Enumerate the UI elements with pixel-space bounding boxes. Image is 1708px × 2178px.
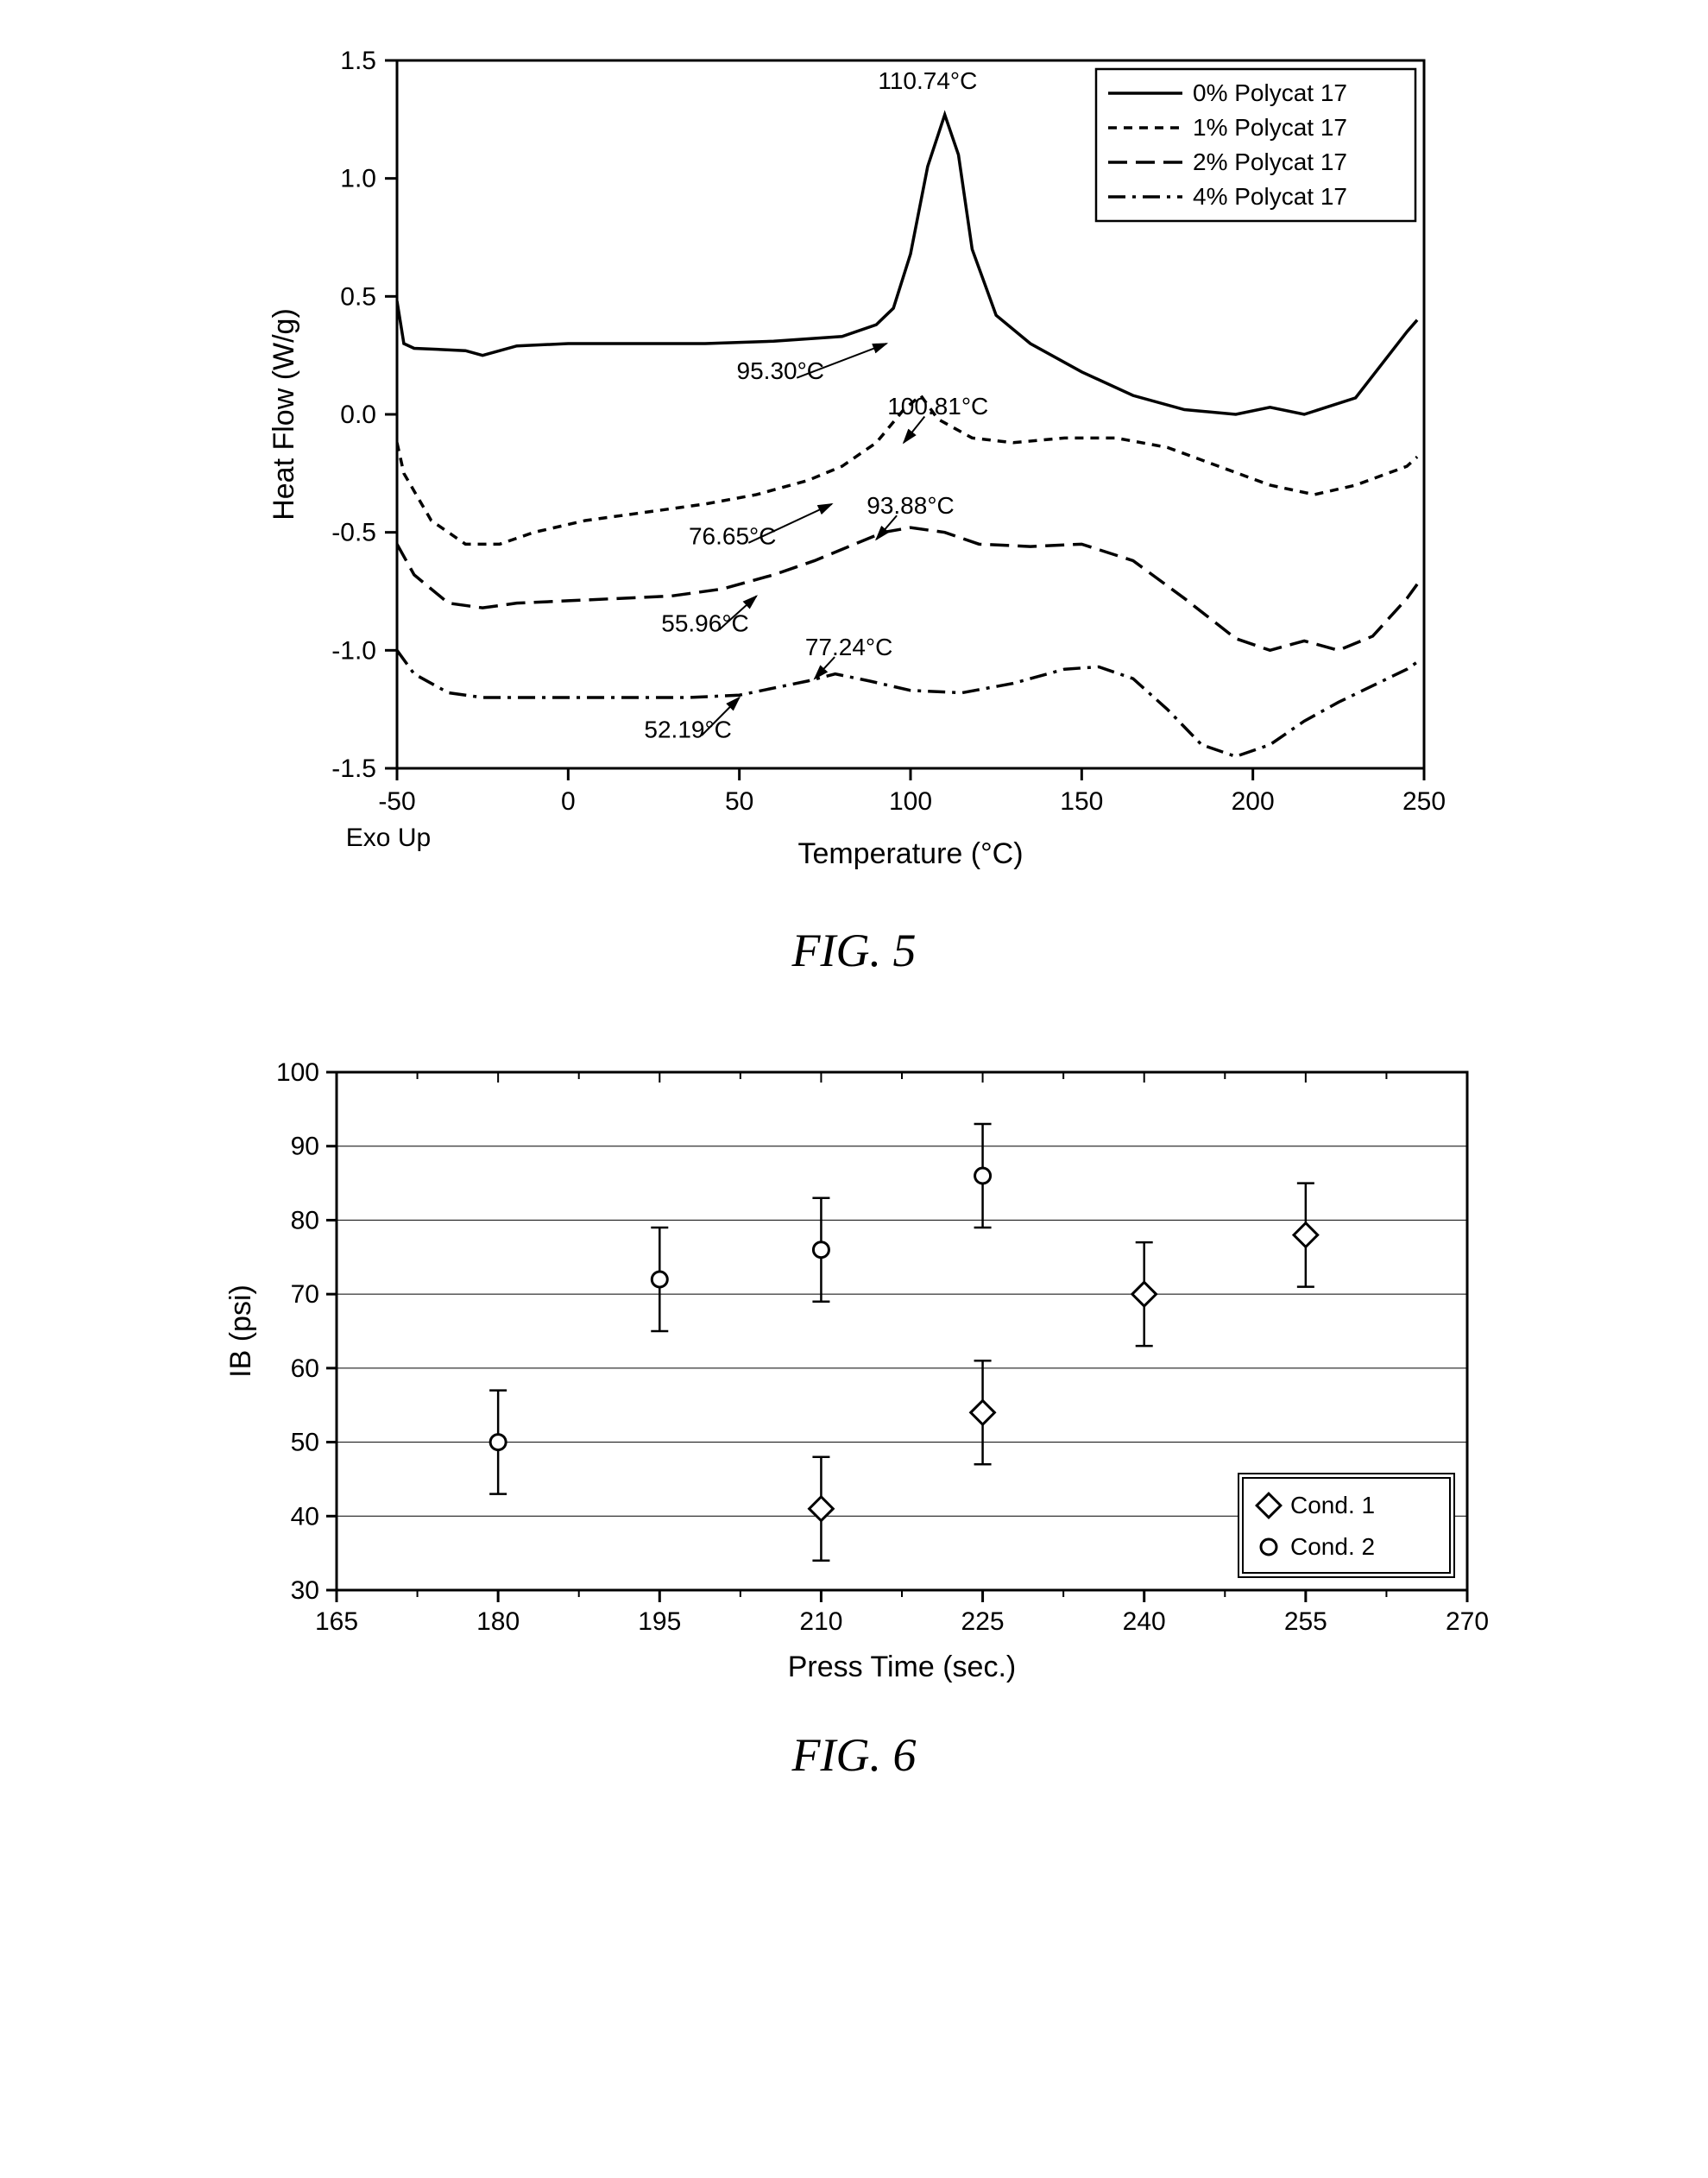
svg-text:50: 50	[290, 1429, 318, 1457]
fig6-container: 165 180 195 210 225 240 255 270 30 40 50 60 70 80 90 10…	[164, 1046, 1545, 1782]
svg-text:195: 195	[638, 1607, 681, 1636]
svg-text:30: 30	[290, 1576, 318, 1605]
svg-text:-1.0: -1.0	[331, 636, 376, 665]
svg-text:40: 40	[290, 1502, 318, 1531]
svg-text:90: 90	[290, 1133, 318, 1161]
svg-text:80: 80	[290, 1206, 318, 1234]
fig6-chart: 165 180 195 210 225 240 255 270 30 40 50 60 70 80 90 10…	[207, 1046, 1502, 1702]
svg-text:Heat Flow (W/g): Heat Flow (W/g)	[268, 308, 300, 521]
svg-text:210: 210	[799, 1607, 842, 1636]
svg-text:Press Time (sec.): Press Time (sec.)	[787, 1651, 1015, 1683]
svg-text:-0.5: -0.5	[331, 519, 376, 547]
legend-label: 0% Polycat 17	[1193, 79, 1347, 106]
svg-text:IB (psi): IB (psi)	[224, 1285, 257, 1378]
legend-label: Cond. 2	[1290, 1533, 1375, 1560]
svg-text:270: 270	[1445, 1607, 1488, 1636]
svg-text:180: 180	[476, 1607, 520, 1636]
legend-label: Cond. 1	[1290, 1492, 1375, 1518]
annotation: 100.81°C	[887, 393, 988, 420]
svg-text:240: 240	[1122, 1607, 1165, 1636]
legend-label: 4% Polycat 17	[1193, 183, 1347, 210]
annotation: 77.24°C	[804, 634, 892, 660]
annotation: 93.88°C	[867, 492, 955, 519]
legend-label: 2% Polycat 17	[1193, 148, 1347, 175]
svg-text:60: 60	[290, 1354, 318, 1383]
svg-text:225: 225	[961, 1607, 1004, 1636]
svg-text:0.5: 0.5	[340, 282, 376, 311]
legend-label: 1% Polycat 17	[1193, 114, 1347, 141]
annotation: 52.19°C	[644, 716, 732, 742]
svg-text:100: 100	[888, 787, 931, 816]
svg-text:Temperature (°C): Temperature (°C)	[797, 837, 1023, 870]
svg-text:1.0: 1.0	[340, 165, 376, 193]
svg-text:0.0: 0.0	[340, 401, 376, 429]
svg-text:165: 165	[314, 1607, 357, 1636]
fig5-chart: -50 0 50 100 150 200 250 -1.5 -1.0 -0.5 0.0 0.5 1.0 1…	[250, 35, 1459, 898]
annotation: 110.74°C	[878, 67, 977, 94]
svg-text:-1.5: -1.5	[331, 754, 376, 783]
svg-text:150: 150	[1060, 787, 1103, 816]
svg-text:250: 250	[1402, 787, 1445, 816]
annotation: 95.30°C	[736, 357, 824, 384]
svg-text:1.5: 1.5	[340, 47, 376, 75]
svg-text:70: 70	[290, 1280, 318, 1309]
fig5-container: -50 0 50 100 150 200 250 -1.5 -1.0 -0.5 0.0 0.5 1.0 1…	[164, 35, 1545, 977]
fig5-caption: FIG. 5	[164, 924, 1545, 977]
svg-text:Exo Up: Exo Up	[345, 824, 430, 852]
svg-text:200: 200	[1231, 787, 1274, 816]
svg-text:0: 0	[560, 787, 575, 816]
svg-text:-50: -50	[378, 787, 415, 816]
fig6-caption: FIG. 6	[164, 1728, 1545, 1782]
svg-text:50: 50	[724, 787, 753, 816]
svg-text:100: 100	[275, 1058, 318, 1087]
svg-text:255: 255	[1283, 1607, 1327, 1636]
